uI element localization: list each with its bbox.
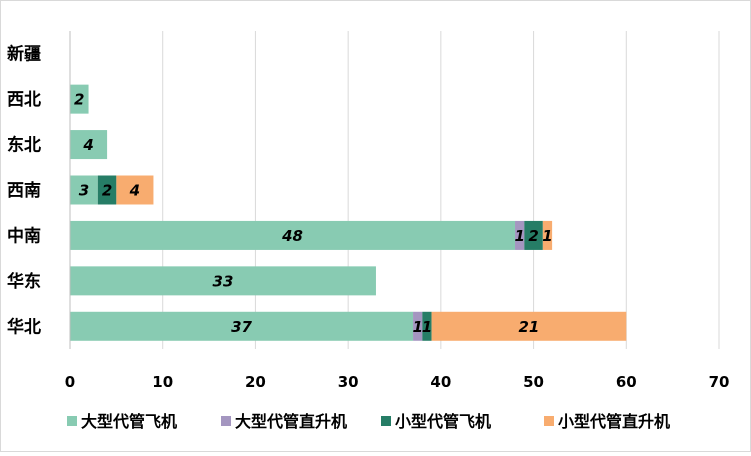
gridlines xyxy=(162,31,720,349)
data-label: 21 xyxy=(518,318,539,336)
legend-label: 大型代管直升机 xyxy=(235,412,347,431)
data-label: 3 xyxy=(79,182,89,200)
data-label: 2 xyxy=(102,182,112,200)
bar-segment xyxy=(422,311,432,341)
category-label: 西北 xyxy=(7,90,41,110)
legend: 大型代管飞机 大型代管直升机 小型代管飞机 小型代管直升机 xyxy=(67,412,670,431)
bar-segment xyxy=(70,220,516,250)
bar-segment xyxy=(116,175,154,205)
x-tick-label: 70 xyxy=(709,373,730,391)
data-label: 1 xyxy=(542,227,552,245)
legend-label: 小型代管直升机 xyxy=(558,412,670,431)
bar-segment xyxy=(524,220,543,250)
data-label: 48 xyxy=(281,227,303,245)
bar-segment xyxy=(70,84,89,114)
category-label: 中南 xyxy=(7,225,41,246)
bars xyxy=(70,84,627,341)
bar-segment xyxy=(431,311,627,341)
data-label: 1 xyxy=(422,318,432,336)
x-tick-label: 40 xyxy=(430,373,451,391)
legend-swatch xyxy=(544,416,554,426)
legend-label: 小型代管飞机 xyxy=(395,412,491,431)
legend-swatch xyxy=(221,416,231,426)
data-label: 2 xyxy=(74,91,84,109)
data-label: 4 xyxy=(82,136,93,154)
category-label: 东北 xyxy=(7,135,41,156)
bar-segment xyxy=(413,311,423,341)
bar-segment xyxy=(542,220,553,250)
data-label: 4 xyxy=(129,182,140,200)
data-label: 1 xyxy=(514,227,524,245)
data-label: 2 xyxy=(528,227,538,245)
bar-segment xyxy=(515,220,525,250)
category-label: 西南 xyxy=(7,180,41,201)
category-label: 新疆 xyxy=(7,44,41,65)
bar-segment xyxy=(70,311,414,341)
legend-swatch xyxy=(67,416,77,426)
bar-segment xyxy=(70,266,376,296)
x-tick-label: 50 xyxy=(523,373,544,391)
x-tick-label: 60 xyxy=(616,373,637,391)
x-tick-label: 30 xyxy=(338,373,359,391)
bar-segment xyxy=(97,175,117,205)
x-tick-label: 10 xyxy=(152,373,173,391)
data-label: 37 xyxy=(231,318,252,336)
legend-swatch xyxy=(381,416,391,426)
category-label: 华北 xyxy=(7,316,41,337)
bar-segment xyxy=(70,130,108,160)
category-label: 华东 xyxy=(7,271,41,292)
data-label: 1 xyxy=(412,318,422,336)
x-tick-label: 20 xyxy=(245,373,266,391)
legend-label: 大型代管飞机 xyxy=(81,412,177,431)
data-label: 33 xyxy=(213,272,234,290)
bar-segment xyxy=(70,175,98,205)
x-tick-label: 0 xyxy=(65,373,75,391)
